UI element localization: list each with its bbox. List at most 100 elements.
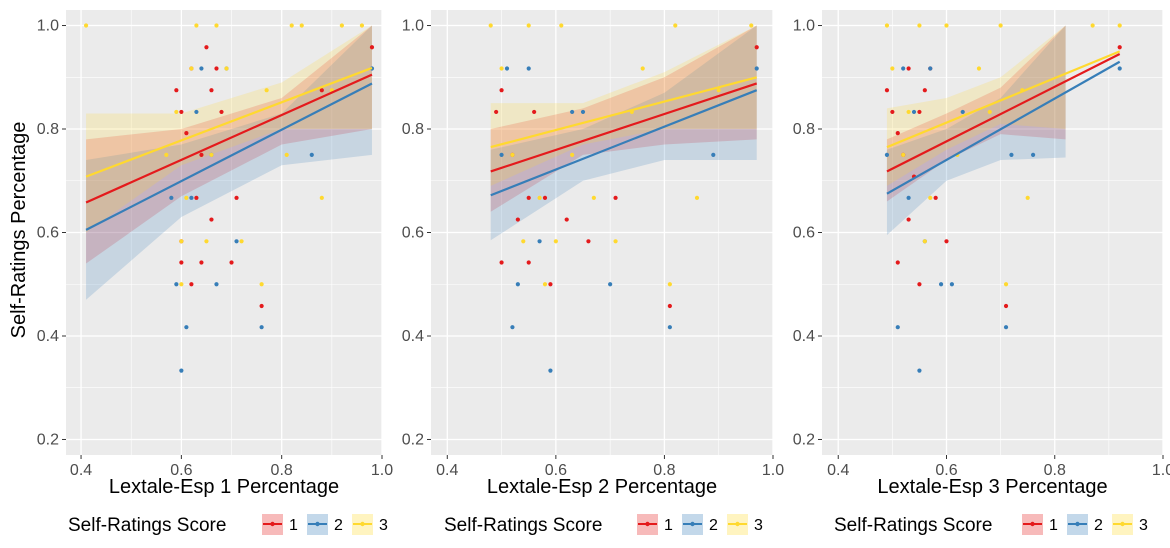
data-point-score-1: [214, 66, 219, 71]
chart-panel-3: 0.2 0.4 0.6 0.8 1.0 0.4 0.6 0.8 1.0 Lextale-Esp 3…: [793, 10, 1170, 536]
data-point-score-3: [179, 282, 184, 287]
data-point-score-3: [640, 66, 645, 71]
data-point-score-3: [998, 23, 1003, 28]
data-point-score-1: [259, 303, 264, 309]
x-tick-label: 0.4: [436, 462, 458, 479]
x-tick-label: 0.6: [170, 462, 192, 479]
confidence-band-score-1: [490, 25, 757, 212]
data-point-score-1: [199, 260, 204, 265]
data-point-score-2: [199, 66, 204, 71]
data-point-score-3: [83, 23, 89, 28]
data-point-score-3: [613, 239, 618, 244]
confidence-band-score-2: [490, 25, 757, 241]
x-tick-label: 1.0: [1152, 462, 1170, 479]
legend-label-score-3: 3: [754, 517, 763, 534]
data-point-score-2: [548, 368, 553, 373]
data-point-score-3: [944, 23, 949, 28]
legend-key-point: [690, 521, 695, 527]
legend-key-point: [315, 521, 320, 527]
legend-label-score-2: 2: [334, 517, 343, 534]
data-point-score-1: [922, 88, 927, 93]
data-point-score-2: [309, 152, 314, 157]
data-point-score-1: [1117, 45, 1122, 50]
legend-key-point: [1075, 521, 1080, 527]
y-tick-label: 0.2: [402, 431, 424, 448]
confidence-band-score-2: [886, 25, 1066, 236]
legend-key-point: [735, 521, 740, 527]
data-point-score-1: [944, 239, 949, 244]
data-point-score-3: [214, 23, 219, 28]
data-point-score-3: [884, 23, 890, 28]
data-point-score-3: [553, 239, 558, 244]
data-point-score-1: [499, 88, 504, 93]
confidence-band-score-2: [86, 25, 372, 300]
data-point-score-3: [526, 23, 531, 28]
confidence-band-score-3: [86, 25, 372, 233]
data-point-score-3: [570, 152, 575, 157]
data-point-score-2: [504, 66, 510, 71]
data-point-score-3: [1090, 23, 1095, 28]
data-point-score-3: [189, 66, 194, 71]
legend-label-score-2: 2: [1094, 517, 1103, 534]
data-point-score-3: [987, 109, 992, 115]
data-point-score-3: [264, 88, 269, 93]
data-point-score-2: [580, 109, 586, 115]
data-point-score-3: [716, 88, 721, 93]
x-tick-label: 0.4: [827, 462, 849, 479]
y-tick-label: 1.0: [37, 18, 59, 35]
chart-panel-2: 0.2 0.4 0.6 0.8 1.0 0.4 0.6 0.8 1.0 Lextale-Esp 2…: [402, 10, 784, 536]
data-point-score-2: [895, 325, 900, 330]
data-point-score-2: [1003, 325, 1009, 330]
data-point-score-3: [922, 239, 927, 244]
data-point-score-1: [526, 195, 531, 200]
x-tick-label: 0.6: [935, 462, 957, 479]
regression-line-score-3: [85, 66, 373, 178]
y-tick-label: 0.8: [793, 121, 815, 138]
data-point-score-1: [219, 109, 224, 115]
regression-line-score-1: [85, 73, 373, 204]
data-point-score-2: [608, 282, 613, 287]
data-point-score-2: [938, 282, 944, 287]
legend-title: Self-Ratings Score: [444, 515, 602, 536]
data-point-score-3: [179, 239, 184, 244]
regression-line-score-1: [490, 82, 758, 173]
data-point-score-1: [542, 195, 548, 200]
data-point-score-1: [526, 260, 531, 265]
x-tick-label: 0.8: [271, 462, 293, 479]
data-point-score-2: [884, 152, 890, 157]
x-axis-title: Lextale-Esp 1 Percentage: [109, 476, 339, 498]
data-point-score-2: [1030, 152, 1036, 157]
data-point-score-3: [499, 66, 504, 71]
y-tick-label: 0.6: [402, 225, 424, 242]
data-point-score-3: [1003, 282, 1009, 287]
data-point-score-3: [917, 23, 922, 28]
data-point-score-1: [884, 88, 890, 93]
regression-line-score-1: [886, 53, 1121, 173]
data-point-score-1: [189, 282, 194, 287]
data-point-score-3: [204, 239, 209, 244]
data-point-score-2: [949, 282, 955, 287]
data-point-score-1: [184, 131, 189, 136]
data-point-score-1: [499, 260, 504, 265]
y-tick-label: 0.2: [793, 431, 815, 448]
data-point-score-1: [194, 195, 199, 200]
legend-key-point: [360, 521, 365, 527]
data-point-score-2: [928, 66, 933, 71]
legend-key-point: [645, 521, 650, 527]
data-point-score-3: [976, 66, 982, 71]
data-point-score-1: [369, 45, 375, 50]
data-point-score-3: [906, 109, 911, 115]
data-point-score-2: [189, 195, 194, 200]
legend-key-point: [1030, 521, 1035, 527]
data-point-score-2: [510, 325, 515, 330]
data-point-score-3: [284, 152, 289, 157]
data-point-score-1: [564, 217, 569, 222]
data-point-score-3: [194, 23, 199, 28]
data-point-score-2: [906, 195, 911, 200]
x-tick-label: 0.6: [545, 462, 567, 479]
legend-key-point: [1120, 521, 1125, 527]
legend-label-score-1: 1: [289, 517, 298, 534]
y-tick-label: 1.0: [793, 18, 815, 35]
y-axis-title: Self-Ratings Percentage: [8, 122, 30, 339]
